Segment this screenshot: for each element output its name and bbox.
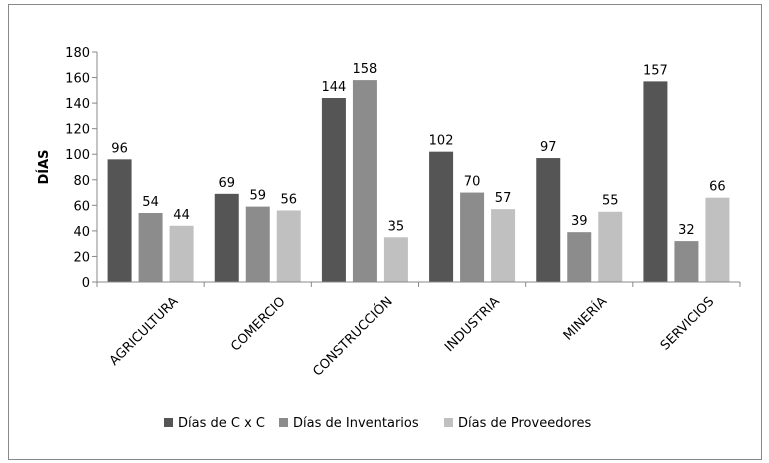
- legend-label: Días de Inventarios: [293, 416, 419, 431]
- data-label: 57: [495, 191, 512, 206]
- y-tick-label: 60: [73, 199, 90, 214]
- data-label: 97: [540, 140, 557, 155]
- bar: [674, 241, 699, 282]
- data-label: 66: [709, 180, 726, 195]
- y-axis-label: DÍAS: [36, 149, 52, 184]
- data-label: 56: [280, 192, 297, 207]
- bar: [567, 232, 592, 282]
- bar: [536, 158, 561, 282]
- data-label: 59: [249, 189, 266, 204]
- legend-swatch: [164, 418, 173, 427]
- data-label: 96: [111, 141, 128, 156]
- bar: [214, 193, 239, 282]
- y-tick-label: 120: [65, 123, 90, 138]
- legend-swatch: [444, 418, 453, 427]
- y-tick-label: 0: [82, 276, 90, 291]
- data-label: 54: [142, 195, 159, 210]
- bar: [321, 98, 346, 282]
- bar: [705, 197, 730, 282]
- data-label: 55: [602, 194, 619, 209]
- y-tick-label: 180: [65, 46, 90, 61]
- data-label: 158: [353, 62, 378, 77]
- data-label: 32: [678, 223, 695, 238]
- y-tick-label: 80: [73, 174, 90, 189]
- data-label: 44: [173, 208, 190, 223]
- data-label: 70: [464, 175, 481, 190]
- legend-swatch: [279, 418, 288, 427]
- bar: [107, 159, 132, 282]
- legend-label: Días de C x C: [178, 416, 265, 431]
- y-tick-label: 20: [73, 250, 90, 265]
- data-label: 69: [218, 176, 235, 191]
- bar: [169, 225, 194, 282]
- data-label: 35: [388, 219, 405, 234]
- bar: [245, 206, 270, 282]
- bar: [429, 151, 454, 282]
- bar: [643, 81, 668, 282]
- bar: [276, 210, 301, 282]
- bar: [491, 209, 516, 282]
- data-label: 39: [571, 214, 588, 229]
- bar: [352, 80, 377, 282]
- y-tick-label: 140: [65, 97, 90, 112]
- bar: [598, 211, 623, 282]
- bar: [383, 237, 408, 282]
- data-label: 102: [429, 134, 454, 149]
- data-label: 144: [322, 80, 347, 95]
- y-tick-label: 100: [65, 148, 90, 163]
- bar: [460, 192, 485, 282]
- y-tick-label: 160: [65, 72, 90, 87]
- chart-frame: [8, 4, 762, 460]
- data-label: 157: [643, 63, 668, 78]
- y-tick-label: 40: [73, 225, 90, 240]
- bar: [138, 213, 163, 282]
- legend-label: Días de Proveedores: [458, 416, 591, 431]
